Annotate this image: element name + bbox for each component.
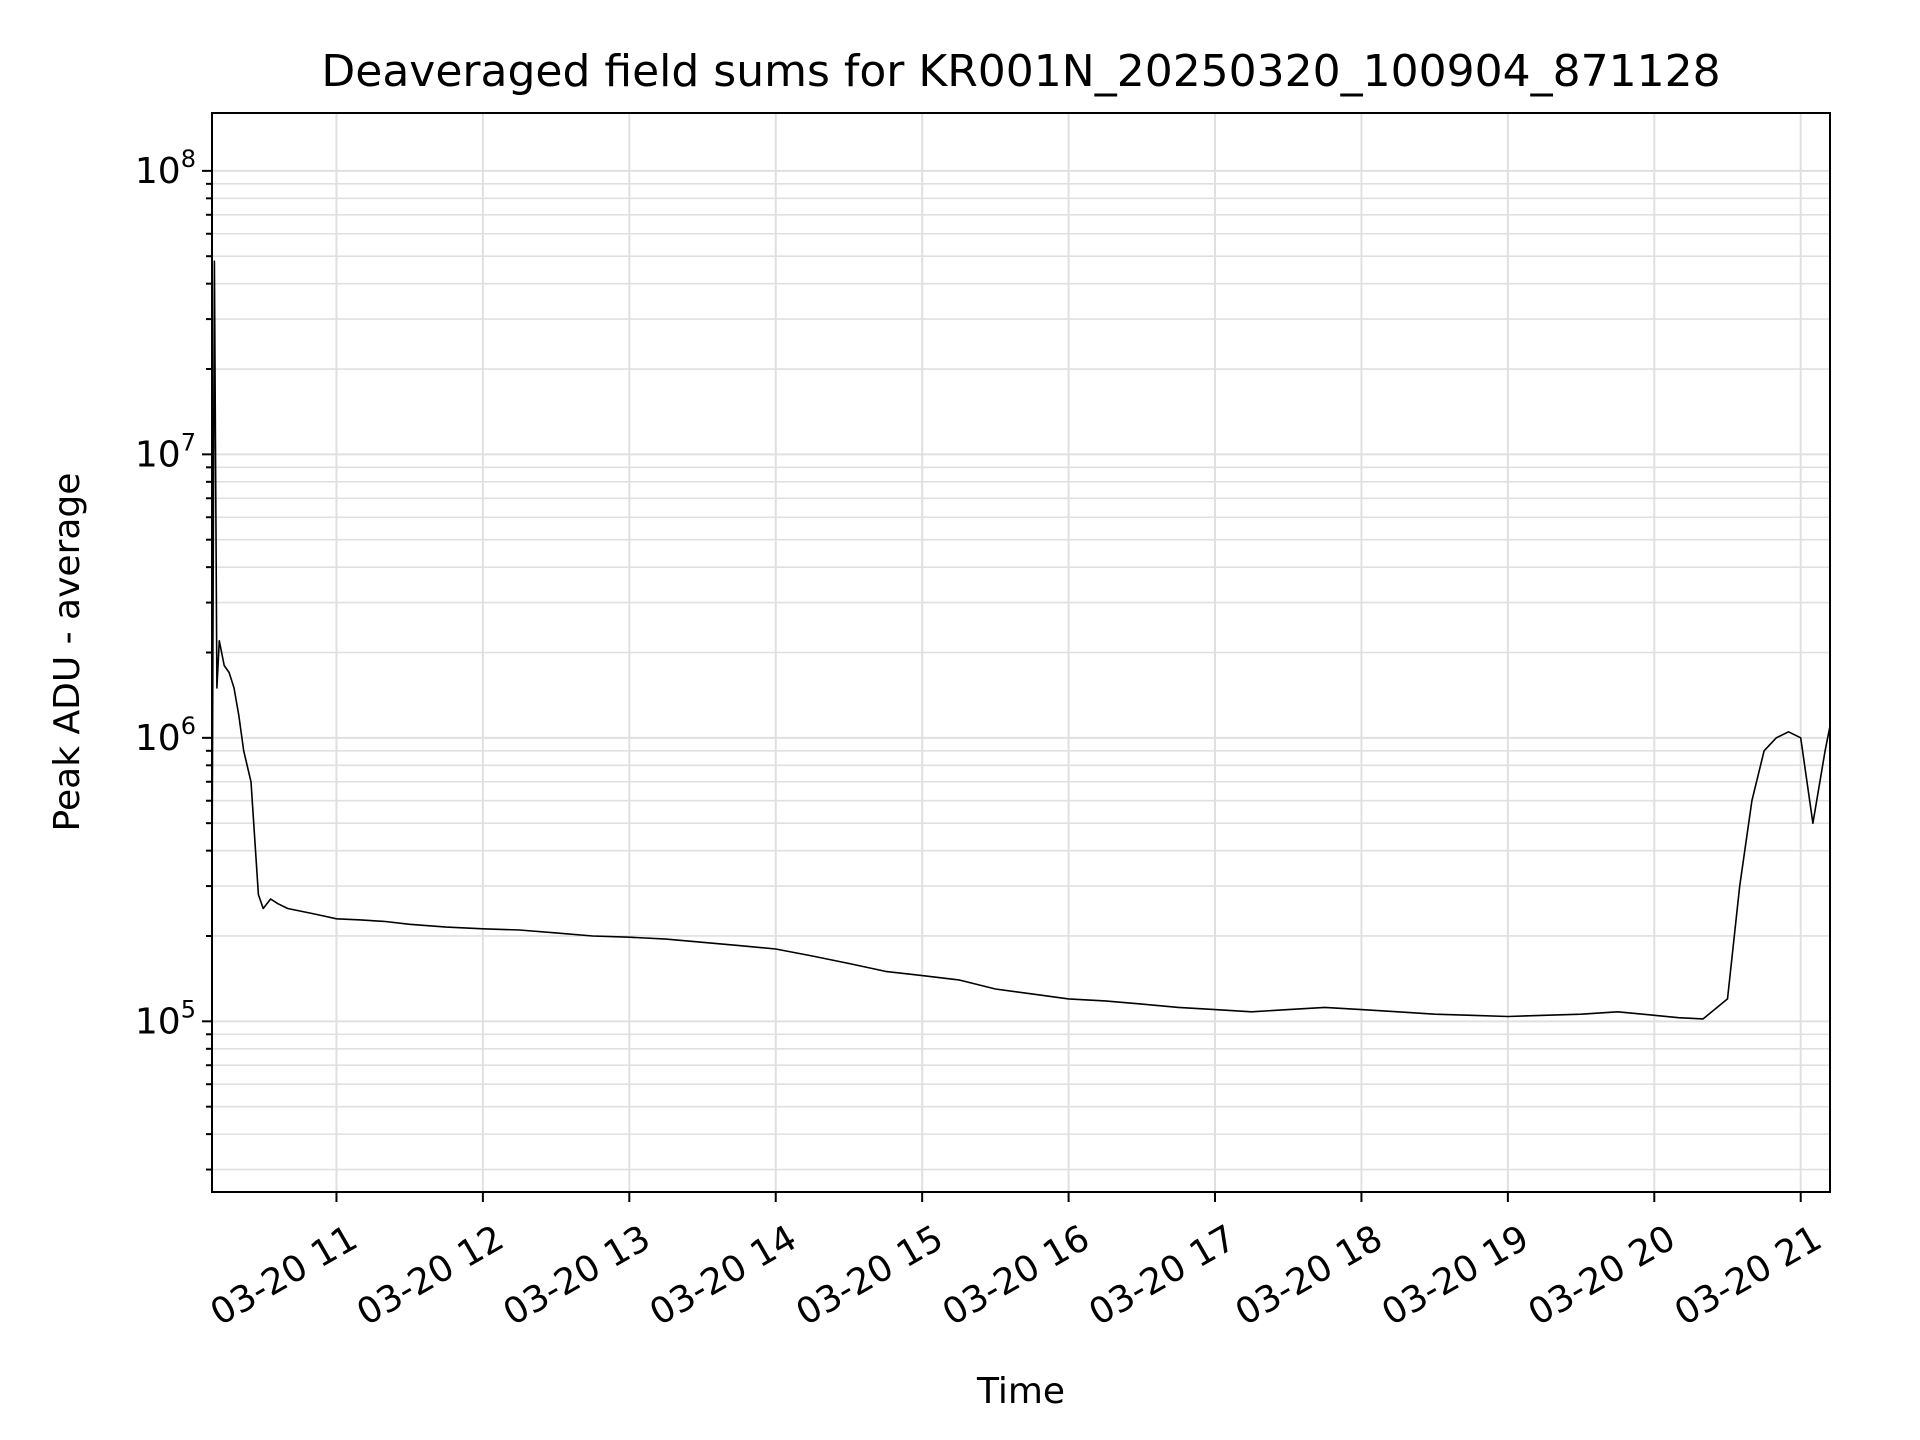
y-tick-exponent: 8 [181,145,196,173]
y-tick-base: 10 [135,151,181,192]
grid-layer [212,113,1830,1192]
chart-title: Deaveraged field sums for KR001N_2025032… [321,46,1720,97]
y-tick-base: 10 [135,434,181,475]
y-tick-label: 105 [135,995,196,1042]
y-axis-label: Peak ADU - average [47,473,88,832]
y-tick-label: 108 [135,145,196,192]
y-tick-exponent: 7 [181,428,196,456]
y-tick-label: 107 [135,428,196,475]
y-tick-exponent: 5 [181,995,196,1023]
data-layer [211,260,1831,1020]
y-tick-base: 10 [135,1001,181,1042]
series-line [211,260,1831,1020]
y-tick-label: 106 [135,712,196,759]
x-axis-label: Time [976,1371,1065,1412]
y-tick-exponent: 6 [181,712,196,740]
y-tick-base: 10 [135,718,181,759]
